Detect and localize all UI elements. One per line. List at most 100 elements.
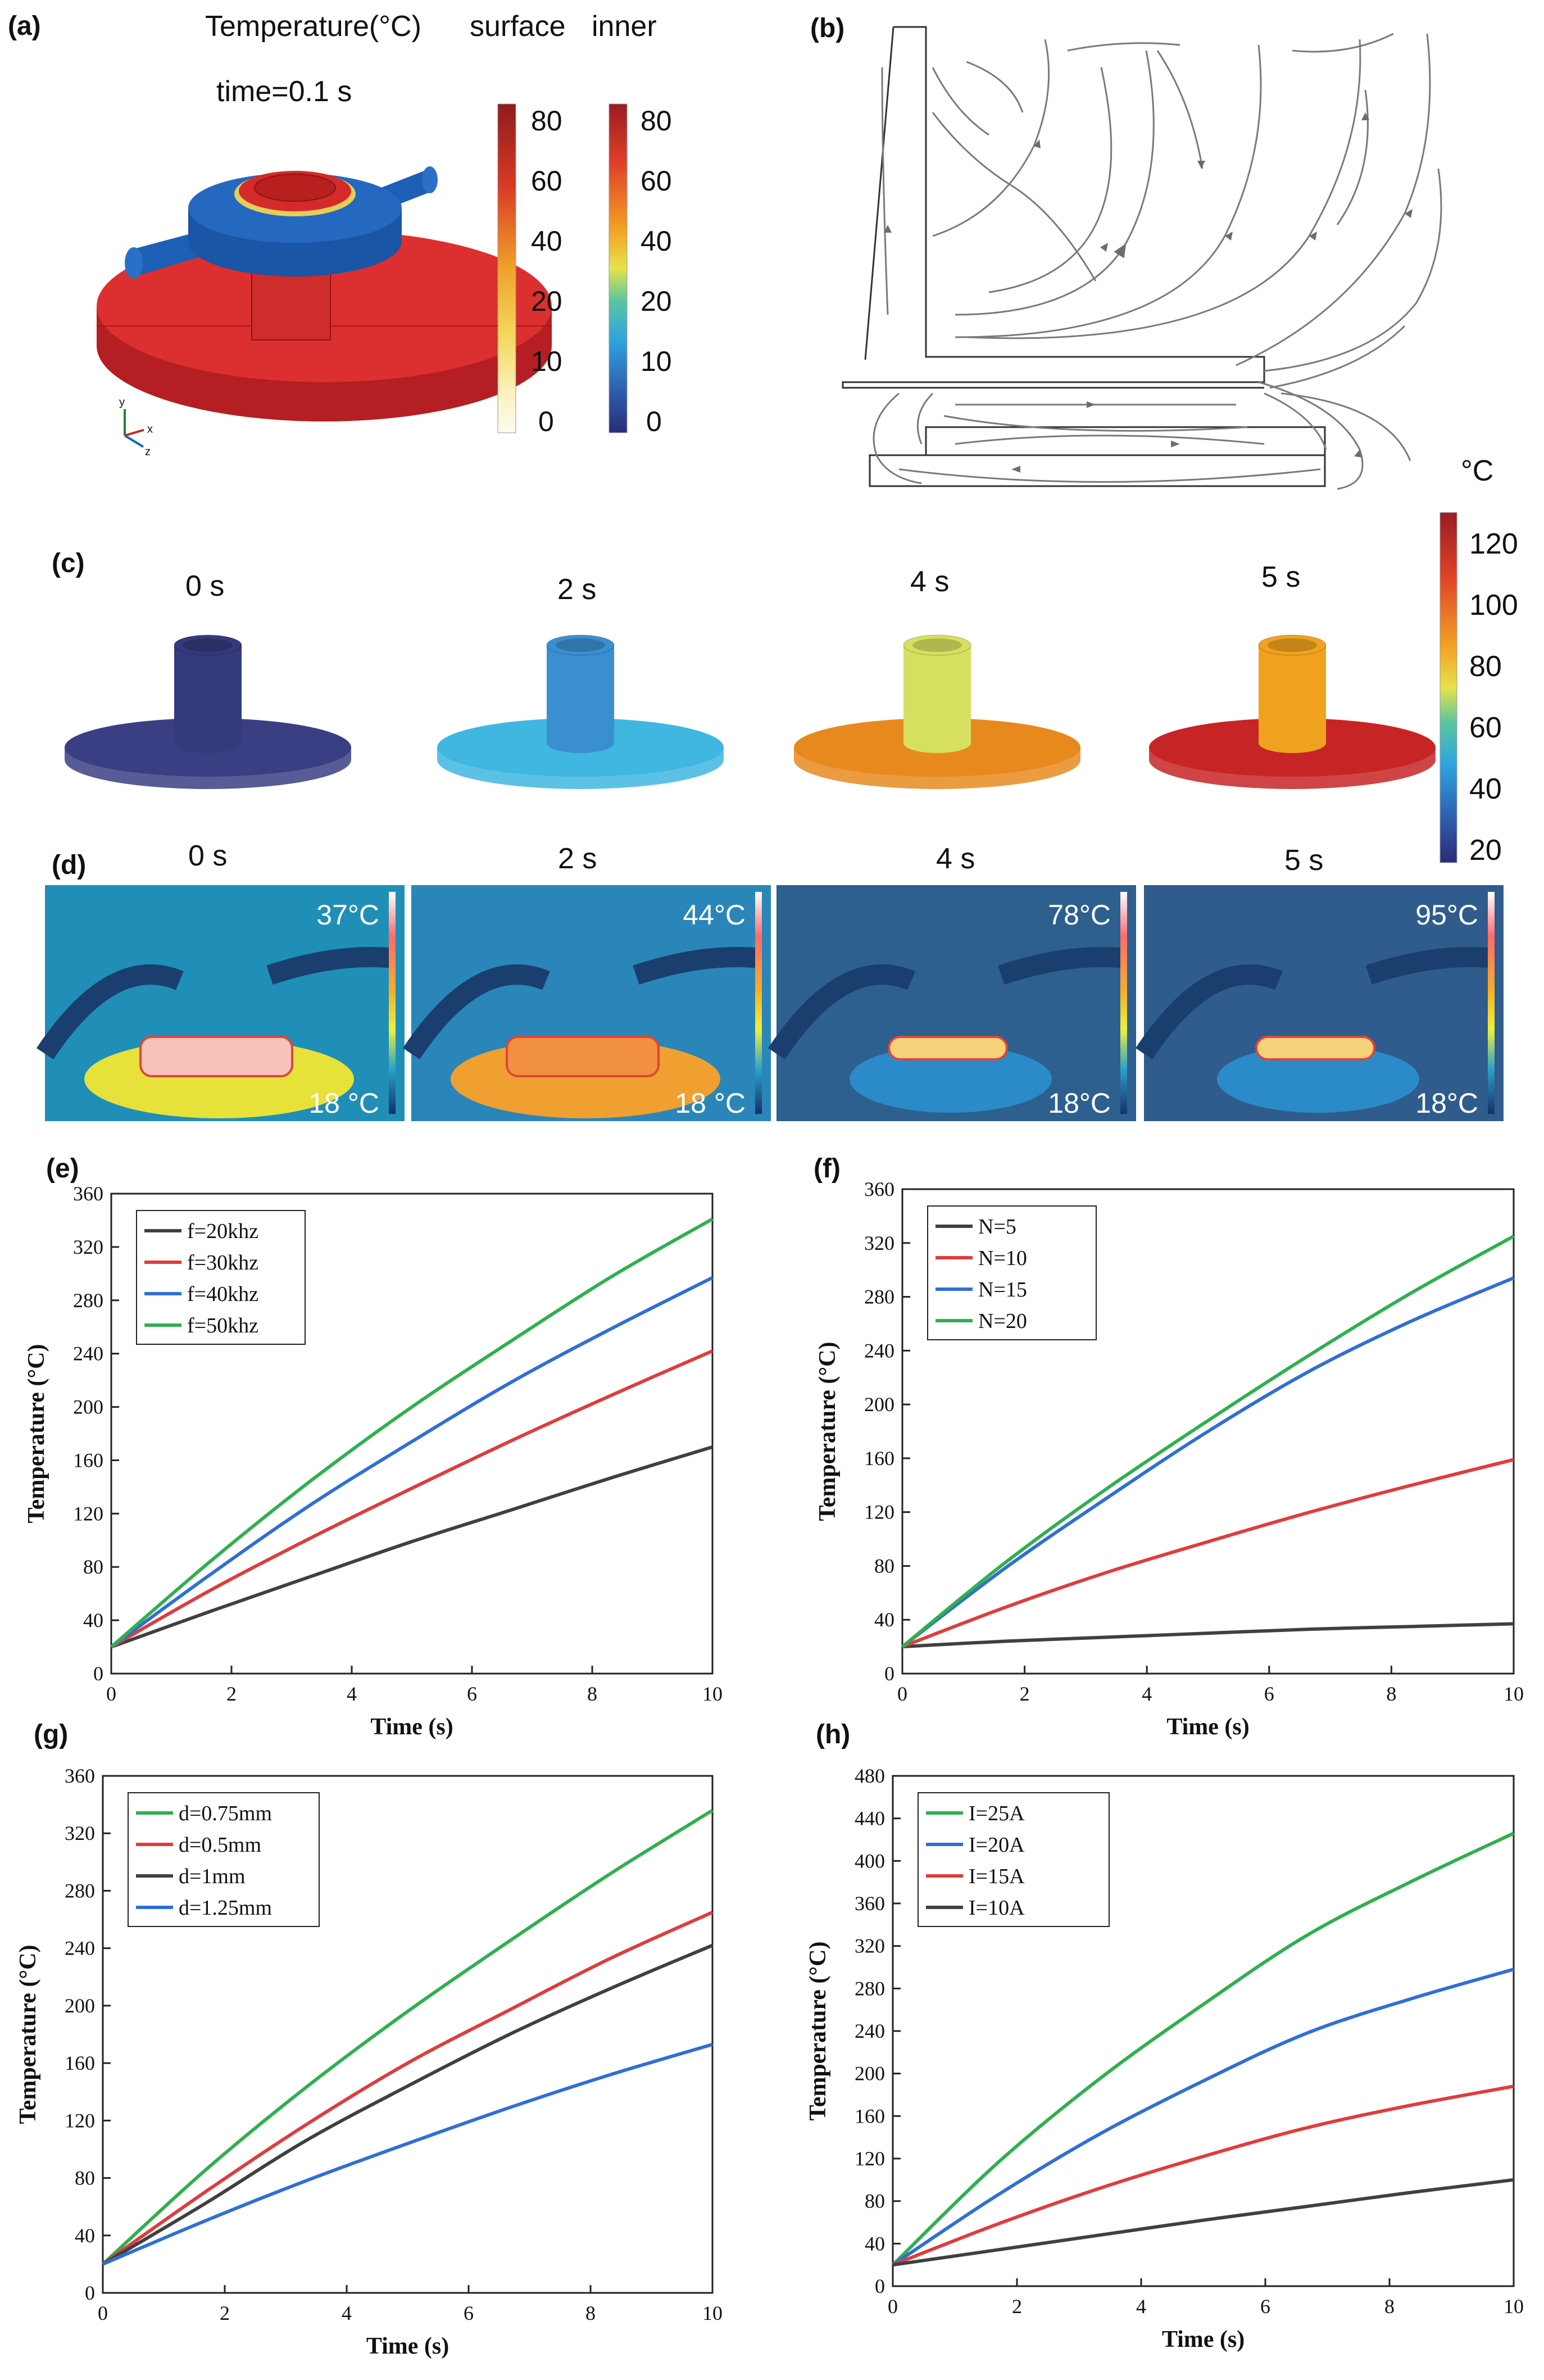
heating-model [65,634,351,789]
thermal-image: 95°C 18°C [1136,885,1504,1121]
x-tick-label: 0 [888,2295,898,2318]
panel-label-a: (a) [8,11,41,41]
time-label-5: 5 s [1261,561,1300,593]
tick-label: 20 [1469,834,1502,867]
panel-label-b: (b) [810,13,844,43]
ir-time-4: 4 s [936,842,975,875]
inner-colorbar [608,103,628,433]
y-tick-label: 240 [855,2020,885,2042]
series-line [892,2084,1514,2266]
x-tick-label: 10 [1504,1683,1524,1705]
y-tick-label: 280 [864,1286,894,1308]
series-line [891,1832,1515,2266]
x-axis-label: Time (s) [1162,2327,1245,2352]
panel-a: (a) Temperature(°C) surface inner time=0… [8,10,672,458]
time-label-2: 2 s [557,573,596,606]
chart-g: 0 2 4 6 8 10 0 40 80 120 160 200 240 280 320 360 Time (s… [15,1765,723,2359]
plot-frame [901,1188,1515,1675]
x-tick-label: 10 [702,2302,723,2324]
x-tick-label: 6 [1264,1683,1274,1705]
x-axis-label: Time (s) [370,1714,453,1740]
tick-label: 60 [1469,711,1502,744]
tick-label: 0 [538,406,554,437]
x-tick-label: 10 [1504,2295,1524,2318]
y-tick-label: 240 [65,1937,95,1960]
max-temp-label: 44°C [683,899,746,931]
y-tick-label: 360 [855,1892,885,1915]
x-tick-label: 8 [585,2302,596,2324]
x-axis-label: Time (s) [366,2333,449,2359]
x-tick-label: 8 [1386,1683,1396,1705]
legend-box [927,1205,1097,1340]
series-line [901,1235,1515,1648]
y-tick-label: 40 [75,2224,95,2247]
y-axis-label: Temperature (°C) [815,1342,841,1521]
tick-label: 20 [531,285,562,317]
x-tick-label: 6 [467,1683,477,1705]
panel-b: (b) [810,13,1442,490]
tick-label: 10 [641,346,672,377]
panel-label-d: (d) [52,850,86,880]
chart-e: 0 2 4 6 8 10 0 40 80 120 160 200 240 280 320 360 Time (s… [24,1182,723,1740]
legend-label: f=30khz [187,1251,258,1275]
y-tick-label: 40 [874,1608,894,1631]
y-tick-label: 280 [73,1289,103,1312]
series-line [902,1622,1514,1649]
thermal-images: 37°C 18 °C 44°C 18 °C 78°C 18°C 95°C 18°C [37,885,1504,1121]
series-line [102,1911,714,2266]
x-tick-label: 0 [897,1683,907,1705]
y-tick-label: 80 [75,2167,95,2189]
x-axis-label: Time (s) [1166,1714,1249,1740]
temperature-colorbar [1439,512,1457,863]
y-tick-label: 360 [864,1178,894,1200]
colorbar-unit: °C [1461,455,1493,487]
y-tick-label: 200 [65,1994,95,2017]
y-tick-label: 160 [73,1449,103,1471]
y-axis-label: Temperature (°C) [805,1942,831,2121]
legend-box [128,1792,320,1927]
y-tick-label: 360 [65,1765,95,1787]
legend-label: d=0.75mm [179,1802,272,1825]
series-line [110,1217,714,1648]
min-temp-label: 18 °C [308,1087,379,1119]
x-tick-label: 4 [347,1683,357,1705]
thermal-image: 78°C 18°C [768,885,1136,1121]
panel-label-c: (c) [52,548,85,578]
axis-y-label: y [119,396,125,409]
y-tick-label: 320 [855,1935,885,1957]
tick-label: 20 [641,285,672,317]
x-tick-label: 6 [1260,2295,1270,2318]
plot-frame [110,1193,714,1675]
series-line [901,1458,1514,1648]
series-line [901,1276,1515,1648]
tick-label: 60 [641,165,672,197]
y-tick-label: 0 [875,2275,885,2297]
x-tick-label: 6 [464,2302,474,2324]
y-tick-label: 120 [73,1502,103,1525]
time-label: time=0.1 s [216,75,352,108]
y-tick-label: 160 [855,2105,885,2127]
panel-label-g: (g) [34,1720,68,1749]
series-line [110,1445,713,1649]
x-tick-label: 2 [226,1683,237,1705]
legend-label: I=10A [969,1896,1025,1920]
tick-label: 10 [531,346,562,377]
legend-label: f=20khz [187,1220,258,1243]
time-label-0: 0 s [185,570,224,602]
tick-label: 40 [641,225,672,257]
tick-label: 60 [531,165,562,197]
panel-d: (d) 0 s 2 s 4 s 5 s 37°C 18 °C 44°C 18 °C 78… [37,840,1504,1121]
tick-label: 40 [531,225,562,257]
tick-label: 80 [1469,650,1502,683]
y-tick-label: 280 [65,1879,95,1902]
x-tick-label: 8 [1384,2295,1395,2318]
x-tick-label: 4 [342,2302,352,2324]
max-temp-label: 78°C [1048,899,1111,931]
y-tick-label: 80 [874,1554,894,1577]
legend-label: f=40khz [187,1282,258,1306]
y-tick-label: 160 [65,2052,95,2074]
y-tick-label: 120 [855,2147,885,2170]
y-tick-label: 320 [73,1236,103,1258]
